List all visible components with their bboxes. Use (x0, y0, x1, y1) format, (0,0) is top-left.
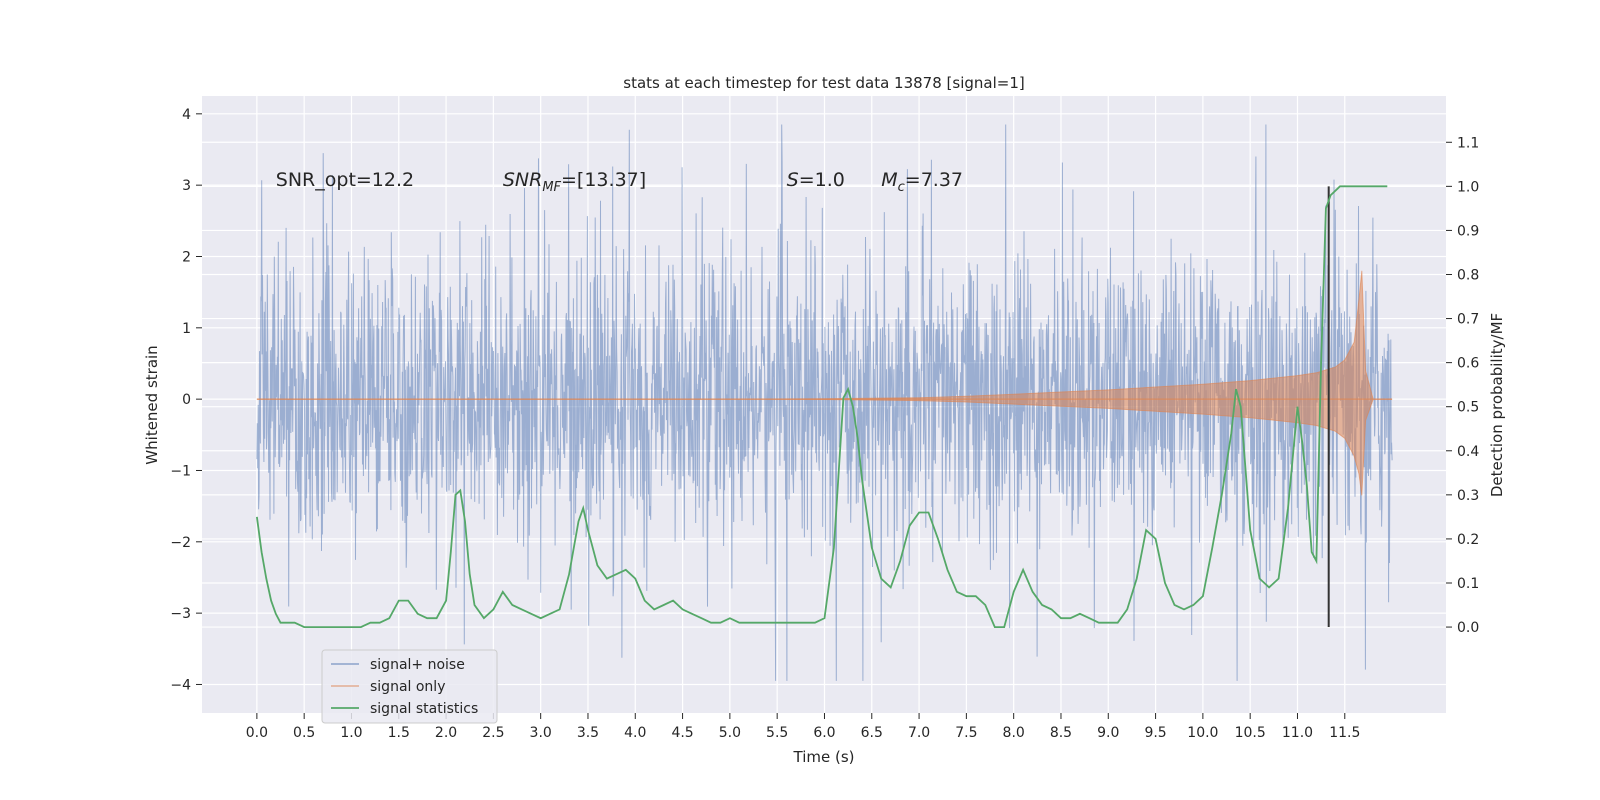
y2-tick-label-4: 0.4 (1457, 444, 1479, 460)
x-tick-label-0: 0.0 (246, 725, 268, 741)
x-tick-label-16: 8.0 (1003, 725, 1025, 741)
annotation-1: SNRMF=[13.37] (503, 169, 646, 195)
y2-tick-label-10: 1.0 (1457, 179, 1479, 195)
x-tick-label-11: 5.5 (766, 725, 788, 741)
x-tick-label-17: 8.5 (1050, 725, 1072, 741)
annotation-3: Mc=7.37 (881, 169, 963, 195)
y-tick-label-3: −1 (170, 463, 191, 479)
legend-label-signal-only: signal only (370, 679, 445, 695)
y2-tick-label-8: 0.8 (1457, 267, 1479, 283)
x-tick-label-18: 9.0 (1097, 725, 1119, 741)
annotations: SNR_opt=12.2 SNRMF=[13.37] S=1.0 Mc=7.37 (276, 169, 963, 195)
y-tick-label-6: 2 (182, 249, 191, 265)
x-tick-label-10: 5.0 (719, 725, 741, 741)
x-tick-label-1: 0.5 (293, 725, 315, 741)
x-tick-label-4: 2.0 (435, 725, 457, 741)
legend-label-signal-noise: signal+ noise (370, 657, 465, 673)
y-tick-label-0: −4 (170, 677, 191, 693)
y-axis-label: Whitened strain (143, 345, 161, 464)
y-tick-label-2: −2 (170, 535, 191, 551)
y2-axis-ticks: 0.0 0.1 0.2 0.3 0.4 0.5 0.6 0.7 0.8 0.9 1.0 1.1 (1446, 135, 1479, 636)
x-tick-label-13: 6.5 (861, 725, 883, 741)
x-tick-label-7: 3.5 (577, 725, 599, 741)
legend: signal+ noise signal only signal statist… (321, 649, 498, 724)
legend-box (321, 649, 498, 724)
x-axis-ticks: 0.0 0.5 1.0 1.5 2.0 2.5 3.0 3.5 4.0 4.5 5.0 5.5 6.0 6… (246, 713, 1360, 741)
x-tick-label-6: 3.0 (530, 725, 552, 741)
x-tick-label-9: 4.5 (671, 725, 693, 741)
x-tick-label-5: 2.5 (482, 725, 504, 741)
y-tick-label-1: −3 (170, 606, 191, 622)
y2-tick-label-5: 0.5 (1457, 400, 1479, 416)
x-tick-label-2: 1.0 (340, 725, 362, 741)
signal-statistics-series (256, 185, 1388, 628)
y2-tick-label-1: 0.1 (1457, 576, 1479, 592)
y2-tick-label-6: 0.6 (1457, 356, 1479, 372)
x-axis-label: Time (s) (793, 748, 855, 766)
y-tick-label-8: 4 (182, 107, 191, 123)
signal-only-envelope (256, 270, 1393, 496)
y-tick-label-4: 0 (182, 392, 191, 408)
annotation-2: S=1.0 (787, 169, 845, 191)
y2-tick-label-11: 1.1 (1457, 135, 1479, 151)
x-tick-label-12: 6.0 (813, 725, 835, 741)
x-tick-label-21: 10.5 (1235, 725, 1266, 741)
x-tick-label-15: 7.5 (955, 725, 977, 741)
chart-title: stats at each timestep for test data 138… (623, 74, 1024, 92)
legend-label-signal-statistics: signal statistics (370, 701, 478, 717)
x-tick-label-8: 4.0 (624, 725, 646, 741)
y2-tick-label-0: 0.0 (1457, 620, 1479, 636)
x-tick-label-19: 9.5 (1144, 725, 1166, 741)
y-axis-ticks: −4 −3 −2 −1 0 1 2 3 4 (170, 107, 202, 693)
x-tick-label-22: 11.0 (1282, 725, 1313, 741)
y2-axis-label: Detection probability/MF (1488, 313, 1506, 497)
y2-tick-label-2: 0.2 (1457, 532, 1479, 548)
x-tick-label-14: 7.0 (908, 725, 930, 741)
y-tick-label-5: 1 (182, 321, 191, 337)
y2-tick-label-9: 0.9 (1457, 223, 1479, 239)
x-tick-label-20: 10.0 (1187, 725, 1218, 741)
x-tick-label-23: 11.5 (1329, 725, 1360, 741)
signal-only-series (256, 270, 1393, 496)
y2-tick-label-7: 0.7 (1457, 312, 1479, 328)
annotation-0: SNR_opt=12.2 (276, 169, 414, 191)
signal-statistics-line (256, 185, 1388, 628)
x-tick-label-3: 1.5 (388, 725, 410, 741)
y2-tick-label-3: 0.3 (1457, 488, 1479, 504)
y-tick-label-7: 3 (182, 178, 191, 194)
